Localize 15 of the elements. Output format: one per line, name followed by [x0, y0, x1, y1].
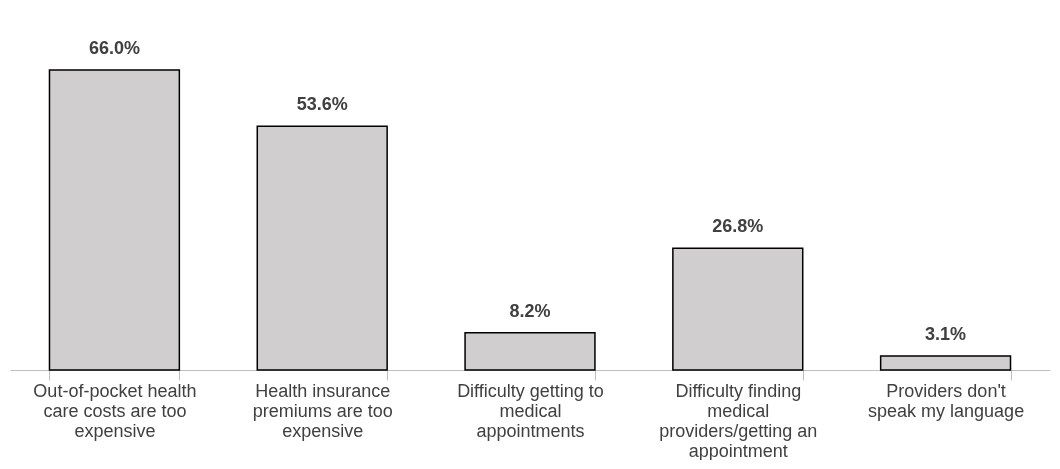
x-tick-label: Difficulty getting to medical appointments: [457, 380, 604, 441]
x-tick-label: Providers don't speak my language: [868, 380, 1025, 421]
data-label: 8.2%: [509, 300, 551, 321]
data-label: 3.1%: [925, 323, 967, 344]
x-tick-label: Health insurance premiums are too expensive: [252, 380, 393, 441]
x-tick-label: Difficulty finding medical providers/getting an appointment: [659, 380, 818, 461]
data-label: 26.8%: [712, 216, 764, 237]
x-tick-label: Out-of-pocket health care costs are too expensive: [33, 380, 197, 441]
bar: [464, 331, 596, 371]
data-label: 53.6%: [296, 94, 348, 115]
bar: [879, 355, 1012, 371]
bar: [672, 247, 804, 371]
bar: [48, 69, 181, 371]
bar: [256, 125, 388, 371]
data-label: 66.0%: [88, 38, 140, 58]
